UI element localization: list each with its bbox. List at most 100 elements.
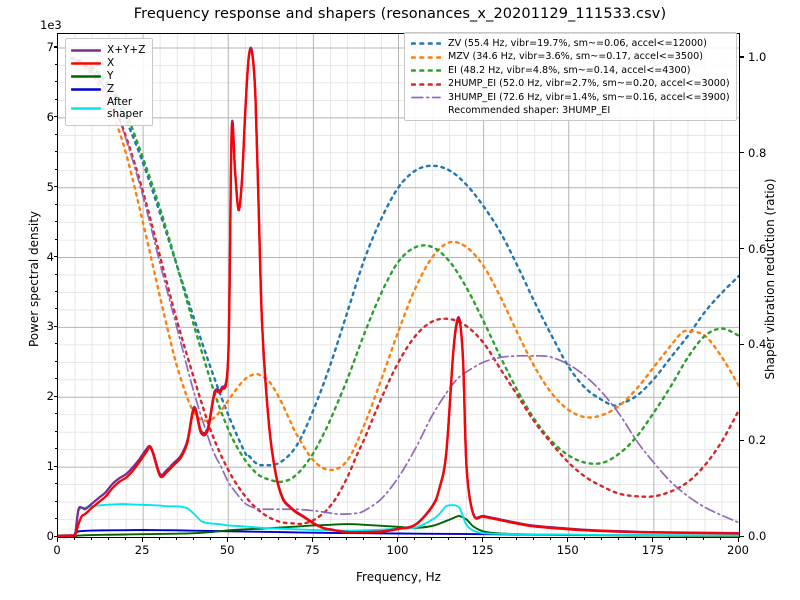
- y-tick-label: 0: [46, 529, 54, 543]
- legend-item-label: MZV (34.6 Hz, vibr=3.6%, sm~=0.17, accel…: [448, 51, 703, 62]
- y-tick-label: 7: [46, 39, 54, 54]
- y-axis-label: Power spectral density: [27, 210, 41, 348]
- y2-tick-mark: [740, 535, 744, 537]
- x-tick-label: 150: [556, 543, 579, 557]
- y-tick-label: 4: [46, 249, 54, 264]
- y-minor-tick-mark: [55, 133, 57, 135]
- x-minor-tick-mark: [533, 538, 535, 540]
- y2-tick-label: 0.6: [748, 241, 767, 256]
- legend-item-label: X+Y+Z: [107, 44, 146, 56]
- y2-tick-mark: [740, 439, 744, 441]
- x-tick-mark: [226, 538, 228, 542]
- x-minor-tick-mark: [90, 538, 92, 540]
- recommended-shaper-note: Recommended shaper: 3HUMP_EI: [448, 105, 611, 116]
- y-minor-tick-mark: [55, 290, 57, 292]
- legend-item-ei[interactable]: EI (48.2 Hz, vibr=4.8%, sm~=0.14, accel<…: [410, 64, 730, 77]
- x-minor-tick-mark: [635, 538, 637, 540]
- x-tick-label: 100: [386, 543, 409, 557]
- shaper-curves: [70, 56, 739, 526]
- x-tick-mark: [141, 538, 143, 542]
- y2-tick-mark: [740, 152, 744, 154]
- x-tick-label: 25: [134, 543, 150, 557]
- shaper-curve-3hump_ei: [70, 57, 739, 524]
- x-minor-tick-mark: [584, 538, 586, 540]
- legend-swatch-zv-icon: [410, 39, 442, 48]
- legend-item-x-y-z[interactable]: X+Y+Z: [71, 44, 145, 56]
- x-minor-tick-mark: [277, 538, 279, 540]
- legend-swatch-z-icon: [71, 84, 101, 95]
- x-minor-tick-mark: [294, 538, 296, 540]
- legend-item-after-shaper[interactable]: After shaper: [71, 96, 145, 120]
- legend-item-x[interactable]: X: [71, 57, 145, 69]
- legend-swatch-ei-icon: [410, 66, 442, 75]
- x-tick-mark: [56, 538, 58, 542]
- y-minor-tick-mark: [55, 378, 57, 380]
- legend-item-label: X: [107, 57, 115, 69]
- shaper-curve-ei: [70, 56, 739, 484]
- y-tick-mark: [53, 535, 57, 537]
- legend-swatch-mzv-icon: [410, 53, 442, 62]
- x-axis-label: Frequency, Hz: [356, 570, 441, 584]
- shaper-legend[interactable]: ZV (55.4 Hz, vibr=19.7%, sm~=0.06, accel…: [404, 32, 737, 121]
- y-tick-label: 2: [46, 389, 54, 404]
- legend-swatch-2hump_ei-icon: [410, 80, 442, 89]
- x-minor-tick-mark: [414, 538, 416, 540]
- y-minor-tick-mark: [55, 273, 57, 275]
- y-minor-tick-mark: [55, 448, 57, 450]
- legend-swatch-3hump_ei-icon: [411, 93, 441, 102]
- series-legend[interactable]: X+Y+Z X Y Z After shaper: [65, 38, 154, 126]
- y2-tick-mark: [740, 343, 744, 345]
- x-tick-mark: [397, 538, 399, 542]
- x-tick-label: 50: [219, 543, 235, 557]
- legend-item-mzv[interactable]: MZV (34.6 Hz, vibr=3.6%, sm~=0.17, accel…: [410, 51, 730, 63]
- y2-tick-label: 0.8: [748, 145, 767, 160]
- shaper-curve-2hump_ei: [70, 56, 739, 526]
- legend-item-3hump_ei[interactable]: 3HUMP_EI (72.6 Hz, vibr=1.4%, sm~=0.16, …: [411, 92, 730, 104]
- x-minor-tick-mark: [192, 538, 194, 540]
- legend-item-label: EI (48.2 Hz, vibr=4.8%, sm~=0.14, accel<…: [448, 64, 691, 76]
- x-minor-tick-mark: [158, 538, 160, 540]
- y-minor-tick-mark: [55, 168, 57, 170]
- y-minor-tick-mark: [55, 413, 57, 415]
- x-minor-tick-mark: [209, 538, 211, 540]
- x-tick-label: 75: [305, 543, 320, 557]
- x-minor-tick-mark: [465, 538, 467, 540]
- legend-item-z[interactable]: Z: [71, 83, 145, 95]
- y-tick-mark: [53, 46, 57, 48]
- y-tick-label: 5: [46, 179, 54, 194]
- x-tick-label: 0: [53, 543, 61, 557]
- y-minor-tick-mark: [55, 343, 57, 345]
- y2-tick-mark: [740, 56, 744, 58]
- legend-item-2hump_ei[interactable]: 2HUMP_EI (52.0 Hz, vibr=2.7%, sm~=0.20, …: [410, 78, 730, 90]
- x-tick-mark: [567, 538, 569, 542]
- y2-tick-label: 0.2: [748, 433, 767, 448]
- y-minor-tick-mark: [55, 238, 57, 240]
- legend-item-y[interactable]: Y: [71, 70, 145, 82]
- x-tick-mark: [737, 538, 739, 542]
- psd-curve-z: [58, 529, 739, 537]
- x-minor-tick-mark: [107, 538, 109, 540]
- y-minor-tick-mark: [55, 308, 57, 310]
- legend-item-zv[interactable]: ZV (55.4 Hz, vibr=19.7%, sm~=0.06, accel…: [410, 37, 730, 50]
- y-tick-mark: [53, 186, 57, 188]
- y-minor-tick-mark: [55, 430, 57, 432]
- y-tick-mark: [53, 325, 57, 327]
- x-tick-mark: [311, 538, 313, 542]
- x-minor-tick-mark: [362, 538, 364, 540]
- y-minor-tick-mark: [55, 81, 57, 83]
- y-minor-tick-mark: [55, 203, 57, 205]
- x-minor-tick-mark: [124, 538, 126, 540]
- chart-canvas: [58, 34, 739, 537]
- legend-item-label: 2HUMP_EI (52.0 Hz, vibr=2.7%, sm~=0.20, …: [448, 78, 730, 89]
- x-minor-tick-mark: [601, 538, 603, 540]
- y-tick-mark: [53, 256, 57, 258]
- y2-tick-label: 1.0: [748, 49, 767, 64]
- legend-item-label: ZV (55.4 Hz, vibr=19.7%, sm~=0.06, accel…: [448, 37, 707, 49]
- x-minor-tick-mark: [379, 538, 381, 540]
- y-tick-label: 1: [46, 459, 54, 474]
- y-minor-tick-mark: [55, 221, 57, 223]
- x-minor-tick-mark: [618, 538, 620, 540]
- y-minor-tick-mark: [55, 151, 57, 153]
- x-minor-tick-mark: [73, 538, 75, 540]
